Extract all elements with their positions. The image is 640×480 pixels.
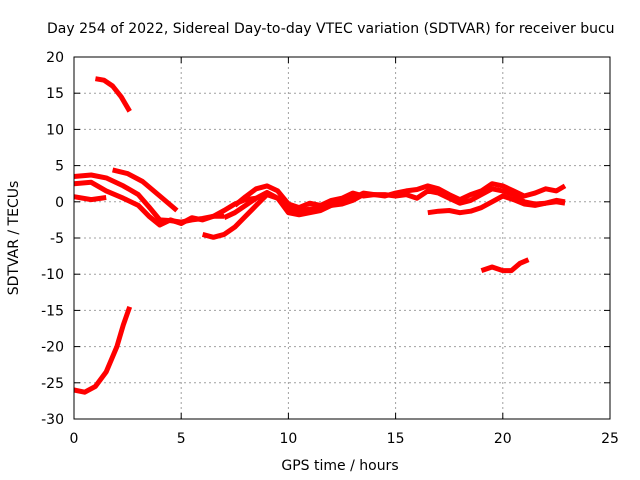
y-tick-label: -30 [41, 412, 64, 428]
y-tick-label: -10 [41, 267, 64, 283]
series-line-s1 [94, 76, 132, 113]
x-tick-label: 10 [279, 431, 297, 447]
series-line-s11 [480, 257, 530, 274]
series-line-s10 [427, 193, 566, 216]
x-tick-label: 15 [387, 431, 405, 447]
x-axis-label: GPS time / hours [281, 458, 398, 474]
series-line-s9 [223, 186, 566, 220]
series-line-s5 [73, 179, 225, 228]
x-tick-label: 25 [601, 431, 619, 447]
series-line-s6 [112, 167, 179, 213]
y-axis-label: SDTVAR / TECUs [6, 181, 22, 296]
chart-title: Day 254 of 2022, Sidereal Day-to-day VTE… [47, 21, 615, 37]
y-tick-label: -25 [41, 376, 64, 392]
x-tick-label: 5 [177, 431, 186, 447]
x-tick-labels: 0 5 10 15 20 25 [70, 431, 619, 447]
y-tick-label: -20 [41, 340, 64, 356]
tick-marks [73, 56, 611, 420]
x-tick-label: 20 [494, 431, 512, 447]
y-tick-label: 0 [55, 195, 64, 211]
y-tick-label: 20 [46, 50, 64, 66]
series-line-s3 [73, 194, 107, 203]
x-tick-label: 0 [70, 431, 79, 447]
y-tick-labels: -30 -25 -20 -15 -10 -5 0 5 10 15 20 [41, 50, 64, 428]
y-tick-label: -5 [50, 231, 64, 247]
series-group [73, 76, 567, 395]
series-line-s8 [233, 181, 567, 211]
y-tick-label: 5 [55, 159, 64, 175]
y-tick-label: 15 [46, 86, 64, 102]
y-tick-label: 10 [46, 122, 64, 138]
grid [74, 57, 610, 419]
y-tick-label: -15 [41, 303, 64, 319]
series-line-s2 [73, 305, 133, 395]
